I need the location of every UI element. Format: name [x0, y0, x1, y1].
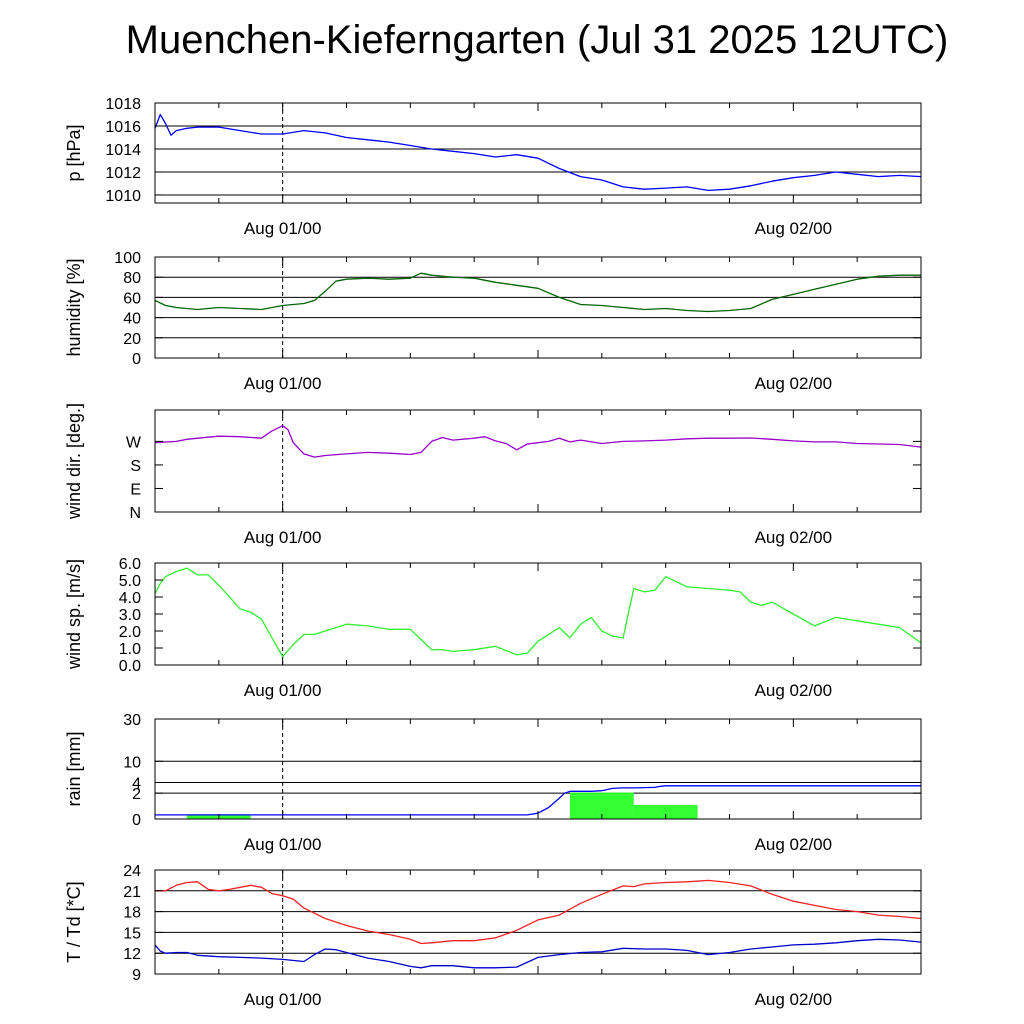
- wind-speed-ylabel: wind sp. [m/s]: [64, 559, 84, 670]
- pressure-ylabel: p [hPa]: [64, 124, 84, 181]
- pressure-ytick-label: 1016: [105, 119, 141, 136]
- temperature-panel: 9 12 15 18 21 24 Aug 01/00 Aug 02/00 T / Td [*C]: [64, 863, 922, 1009]
- wind-direction-ylabel: wind dir. [deg.]: [64, 403, 84, 520]
- chart-title: Muenchen-Kieferngarten (Jul 31 2025 12UT…: [125, 18, 949, 62]
- temperature-ytick-label: 12: [123, 946, 141, 963]
- wind-speed-ytick-label: 5.0: [119, 573, 141, 590]
- wind-speed-ytick-label: 6.0: [119, 556, 141, 573]
- pressure-ytick-label: 1018: [105, 96, 141, 113]
- rain-frame: [154, 718, 922, 820]
- pressure-ytick-label: 1014: [105, 142, 141, 159]
- temperature-ylabel: T / Td [*C]: [64, 881, 84, 962]
- rain-series-1: [155, 785, 921, 816]
- wind-speed-ytick-label: 1.0: [119, 641, 141, 658]
- humidity-ytick-label: 0: [132, 351, 141, 368]
- temperature-xtick-label: Aug 01/00: [244, 990, 322, 1009]
- rain-ylabel: rain [mm]: [64, 731, 84, 806]
- wind-speed-xtick-label: Aug 01/00: [244, 681, 322, 700]
- temperature-ytick-label: 15: [123, 925, 141, 942]
- humidity-ytick-label: 100: [114, 250, 141, 267]
- wind-direction-series-1: [154, 425, 922, 458]
- wind-speed-ytick-label: 3.0: [119, 607, 141, 624]
- wind-speed-ytick-label: 2.0: [119, 624, 141, 641]
- humidity-series-1: [154, 272, 921, 313]
- rain-ytick-label: 2: [132, 786, 141, 803]
- wind-direction-xtick-label: Aug 01/00: [244, 528, 322, 547]
- temperature-ytick-label: 24: [123, 863, 141, 880]
- humidity-ytick-label: 60: [123, 290, 141, 307]
- humidity-ytick-label: 20: [123, 331, 141, 348]
- wind-direction-frame: [154, 409, 922, 513]
- wind-direction-ytick-label: S: [130, 458, 141, 475]
- humidity-ylabel: humidity [%]: [64, 258, 84, 356]
- wind-direction-ytick-label: E: [130, 481, 141, 498]
- rain-xtick-label: Aug 02/00: [755, 835, 833, 854]
- wind-direction-ytick-label: N: [129, 505, 141, 522]
- pressure-frame: [154, 102, 922, 204]
- wind-speed-xtick-label: Aug 02/00: [755, 681, 833, 700]
- rain-ytick-label: 4: [132, 775, 141, 792]
- pressure-xtick-label: Aug 02/00: [755, 219, 833, 238]
- pressure-xtick-label: Aug 01/00: [244, 219, 322, 238]
- pressure-series-1: [154, 113, 922, 192]
- pressure-ytick-label: 1010: [105, 188, 141, 205]
- humidity-ytick-label: 40: [123, 311, 141, 328]
- rain-panel: 0 24 10 30 Aug 01/00 Aug 02/00 rain [mm]: [64, 712, 922, 854]
- pressure-ytick-label: 1012: [105, 165, 141, 182]
- humidity-xtick-label: Aug 02/00: [755, 374, 833, 393]
- humidity-xtick-label: Aug 01/00: [244, 374, 322, 393]
- rain-ytick-label: 0: [132, 812, 141, 829]
- wind-speed-ytick-label: 0.0: [119, 658, 141, 675]
- rain-bar: [633, 804, 698, 819]
- pressure-panel: 1010 1012 1014 1016 1018 Aug 01/00 Aug 02/00 p …: [64, 96, 922, 238]
- wind-direction-xtick-label: Aug 02/00: [755, 528, 833, 547]
- wind-speed-ytick-label: 4.0: [119, 590, 141, 607]
- wind-speed-panel: 0.01.02.03.04.05.06.0 Aug 01/00 Aug 02/00 w…: [64, 556, 922, 700]
- wind-speed-series-1: [154, 567, 922, 658]
- temperature-ytick-label: 9: [132, 967, 141, 984]
- humidity-ytick-label: 80: [123, 270, 141, 287]
- rain-xtick-label: Aug 01/00: [244, 835, 322, 854]
- temperature-series-2: [154, 938, 922, 969]
- humidity-panel: 0 20 40 60 80 100 Aug 01/00 Aug 02/00 humidity […: [64, 250, 922, 393]
- rain-ytick-label: 30: [123, 712, 141, 729]
- temperature-xtick-label: Aug 02/00: [755, 990, 833, 1009]
- wind-speed-frame: [154, 562, 922, 666]
- wind-direction-ytick-label: W: [126, 434, 142, 451]
- temperature-series-1: [155, 879, 922, 945]
- temperature-ytick-label: 21: [123, 884, 141, 901]
- temperature-ytick-label: 18: [123, 905, 141, 922]
- rain-ytick-label: 10: [123, 754, 141, 771]
